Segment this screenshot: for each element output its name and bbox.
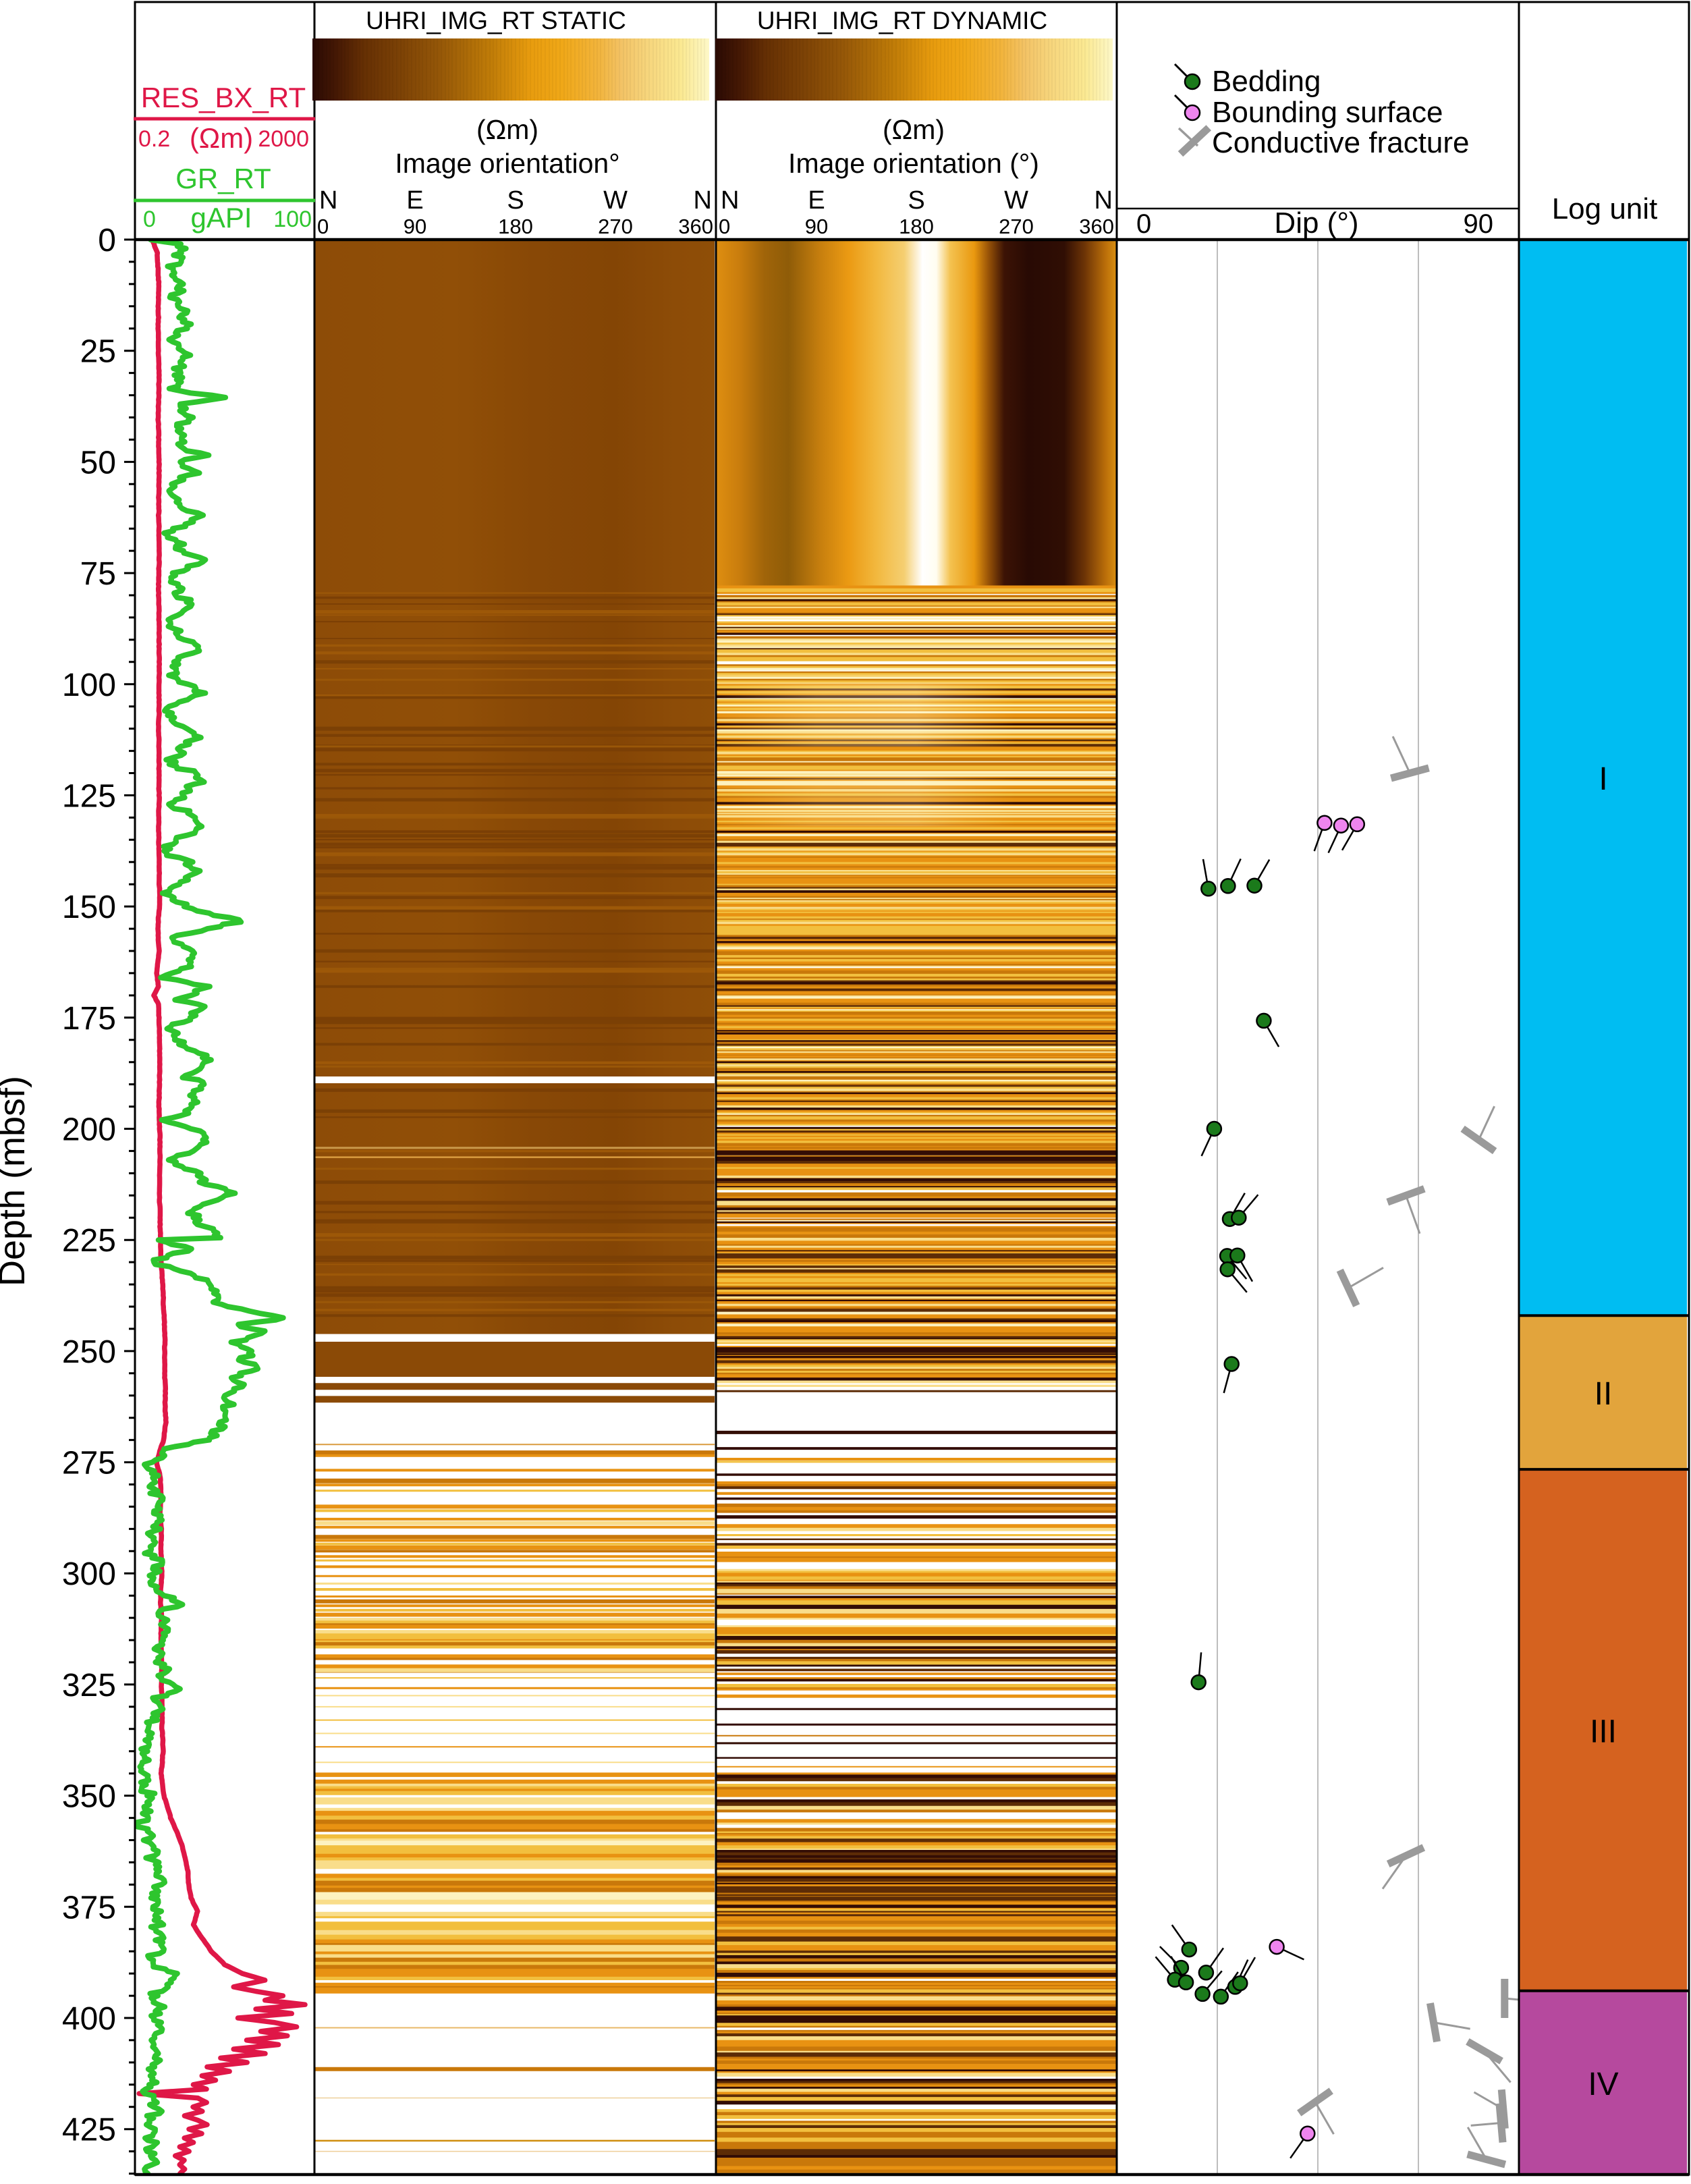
svg-text:90: 90 (1464, 209, 1494, 239)
svg-text:300: 300 (62, 1556, 116, 1592)
svg-text:Dip (°): Dip (°) (1274, 207, 1358, 240)
svg-text:W: W (1004, 186, 1028, 215)
svg-text:0: 0 (317, 215, 329, 238)
svg-text:Image orientation (°): Image orientation (°) (788, 148, 1039, 179)
svg-text:125: 125 (62, 778, 116, 814)
svg-text:150: 150 (62, 890, 116, 925)
svg-text:N: N (694, 186, 712, 215)
svg-text:W: W (603, 186, 628, 215)
svg-text:425: 425 (62, 2112, 116, 2148)
svg-text:N: N (721, 186, 739, 215)
svg-text:2000: 2000 (258, 126, 309, 152)
svg-text:100: 100 (62, 667, 116, 703)
svg-text:Image orientation°: Image orientation° (395, 148, 619, 179)
svg-text:gAPI: gAPI (190, 202, 252, 234)
svg-text:I: I (1599, 761, 1607, 797)
svg-text:Conductive fracture: Conductive fracture (1212, 126, 1470, 159)
svg-text:IV: IV (1588, 2067, 1618, 2102)
svg-text:E: E (406, 186, 423, 215)
svg-text:0: 0 (143, 207, 156, 232)
svg-text:90: 90 (805, 215, 828, 238)
svg-text:225: 225 (62, 1223, 116, 1259)
svg-text:GR_RT: GR_RT (175, 163, 271, 194)
svg-text:Bedding: Bedding (1212, 65, 1321, 98)
svg-text:S: S (908, 186, 924, 215)
svg-text:(Ωm): (Ωm) (476, 114, 538, 145)
svg-text:275: 275 (62, 1446, 116, 1481)
svg-text:375: 375 (62, 1890, 116, 1926)
svg-text:180: 180 (899, 215, 934, 238)
svg-text:360: 360 (678, 215, 713, 238)
svg-text:325: 325 (62, 1668, 116, 1703)
svg-text:50: 50 (80, 445, 116, 481)
svg-text:0: 0 (98, 223, 116, 258)
svg-text:III: III (1590, 1714, 1617, 1750)
svg-text:25: 25 (80, 334, 116, 370)
svg-text:350: 350 (62, 1779, 116, 1815)
svg-text:Depth (mbsf): Depth (mbsf) (0, 1076, 32, 1286)
svg-text:180: 180 (498, 215, 533, 238)
svg-text:S: S (507, 186, 524, 215)
svg-text:270: 270 (999, 215, 1034, 238)
svg-text:0: 0 (1136, 209, 1151, 239)
svg-text:100: 100 (273, 207, 312, 232)
svg-text:250: 250 (62, 1334, 116, 1370)
svg-text:400: 400 (62, 2001, 116, 2037)
svg-text:N: N (1094, 186, 1113, 215)
svg-text:UHRI_IMG_RT STATIC: UHRI_IMG_RT STATIC (366, 7, 626, 34)
svg-text:200: 200 (62, 1112, 116, 1148)
svg-text:Bounding surface: Bounding surface (1212, 96, 1443, 129)
svg-text:E: E (808, 186, 825, 215)
svg-text:75: 75 (80, 556, 116, 592)
svg-text:Log unit: Log unit (1552, 192, 1658, 225)
svg-text:UHRI_IMG_RT DYNAMIC: UHRI_IMG_RT DYNAMIC (757, 7, 1047, 34)
svg-text:175: 175 (62, 1001, 116, 1037)
svg-text:0: 0 (719, 215, 730, 238)
svg-text:RES_BX_RT: RES_BX_RT (141, 82, 306, 113)
svg-text:0.2: 0.2 (138, 126, 170, 152)
svg-text:(Ωm): (Ωm) (190, 122, 253, 154)
svg-text:N: N (319, 186, 337, 215)
svg-text:90: 90 (404, 215, 426, 238)
svg-text:270: 270 (598, 215, 633, 238)
svg-text:II: II (1595, 1376, 1613, 1412)
svg-text:360: 360 (1079, 215, 1114, 238)
svg-text:(Ωm): (Ωm) (883, 114, 945, 145)
